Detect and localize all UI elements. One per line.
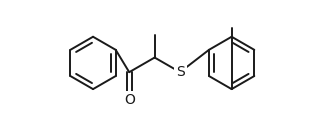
Text: S: S bbox=[176, 65, 184, 79]
Text: O: O bbox=[124, 93, 135, 107]
